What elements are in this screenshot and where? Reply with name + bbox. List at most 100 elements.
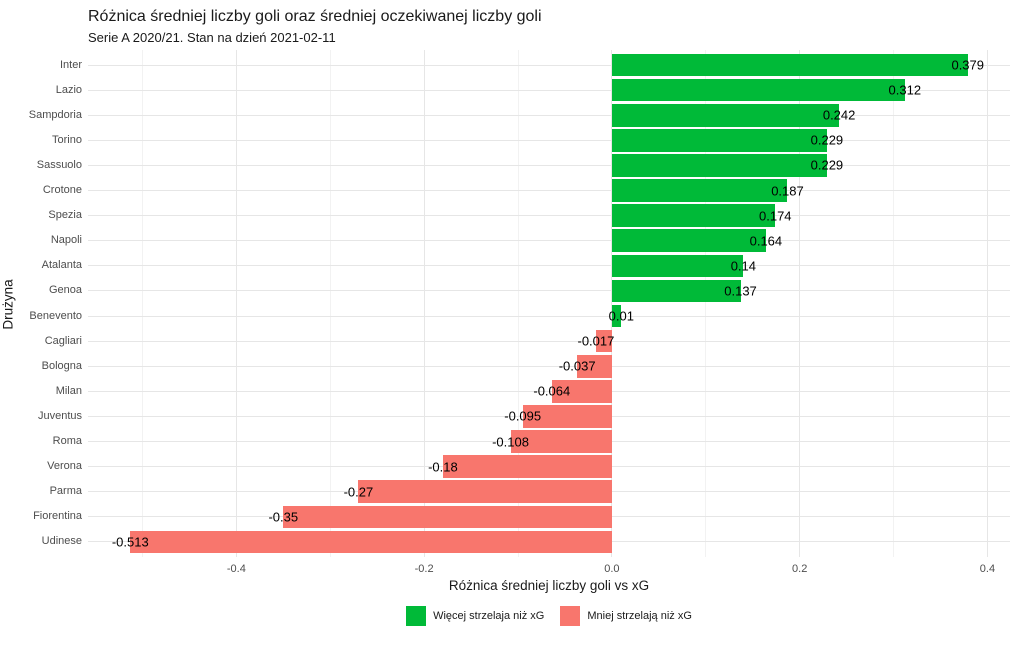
bar-udinese [130,530,612,554]
bar-value-label: 0.229 [810,157,844,173]
bar-value-label: 0.14 [730,258,756,274]
bar-value-label: 0.164 [749,233,783,249]
x-tick-label: -0.4 [226,563,246,575]
x-tick-label: 0.0 [604,563,620,575]
plot-panel: 0.379 0.312 0.242 0.229 0.229 0.187 0.174 0.164… [88,50,1010,557]
y-tick-label: Sassuolo [36,158,82,171]
bar-spezia [611,204,776,227]
y-tick-label: Inter [59,58,82,71]
gridline-vertical-major [423,50,425,557]
bar-value-label: -0.513 [111,534,149,550]
bar-inter [611,53,968,77]
gridline-horizontal-major [88,290,1010,292]
bar-value-label: -0.35 [268,509,299,525]
y-tick-label: Crotone [42,184,82,197]
gridline-horizontal-major [88,64,1010,66]
gridline-horizontal-major [88,139,1010,141]
chart-subtitle: Serie A 2020/21. Stan na dzień 2021-02-1… [88,30,336,45]
y-tick-label: Cagliari [44,334,82,347]
gridline-vertical-major [611,50,613,557]
gridline-vertical-minor [329,50,331,557]
legend: Więcej strzelaja niż xG Mniej strzelają n… [88,603,1010,629]
chart-title: Różnica średniej liczby goli oraz średni… [88,8,542,25]
gridline-vertical-major [799,50,801,557]
bar-sassuolo [611,154,827,177]
legend-swatch [560,606,581,626]
bar-roma [510,430,612,453]
bar-atalanta [611,254,744,278]
gridline-horizontal-major [88,240,1010,242]
gridline-vertical-minor [517,50,519,557]
y-tick-label: Spezia [48,209,82,222]
bar-value-label: -0.017 [577,333,615,349]
y-tick-label: Fiorentina [33,510,82,523]
gridline-vertical-major [235,50,237,557]
gridline-horizontal-major [88,114,1010,116]
gridline-horizontal-major [88,390,1010,392]
y-tick-label: Torino [52,133,82,146]
y-tick-label: Milan [55,384,82,397]
y-tick-label: Roma [52,435,82,448]
bar-verona [442,455,612,478]
y-tick-label: Benevento [29,309,82,322]
bar-value-label: 0.187 [771,183,804,199]
bar-value-label: 0.379 [951,57,985,73]
gridline-horizontal-major [88,265,1010,267]
bar-value-label: 0.312 [888,82,922,98]
y-tick-label: Juventus [37,409,82,422]
gridline-vertical-minor [705,50,707,557]
bar-genoa [611,279,741,303]
gridline-horizontal-major [88,190,1010,192]
gridline-horizontal-major [88,315,1010,317]
y-tick-label: Sampdoria [28,108,82,121]
y-tick-label: Lazio [55,83,82,96]
bar-value-label: 0.01 [608,308,634,324]
bar-value-label: -0.064 [533,383,571,399]
bar-value-label: 0.242 [822,107,856,123]
gridline-horizontal-major [88,365,1010,367]
bar-value-label: -0.095 [504,408,542,424]
bar-value-label: 0.229 [810,132,844,148]
x-tick-label: -0.2 [414,563,434,575]
y-tick-label: Udinese [41,535,82,548]
legend-item: Więcej strzelaja niż xG [406,606,544,626]
y-tick-label: Bologna [41,359,82,372]
gridline-vertical-minor [893,50,895,557]
gridline-horizontal-major [88,340,1010,342]
bar-value-label: 0.137 [724,283,757,299]
bar-juventus [522,405,612,428]
gridline-horizontal-major [88,164,1010,166]
x-tick-label: 0.2 [792,563,808,575]
y-tick-label: Parma [49,485,82,498]
bar-value-label: -0.27 [343,484,374,500]
bar-parma [358,480,612,504]
bar-sampdoria [611,103,840,127]
legend-swatch [406,606,427,626]
bar-milan [551,380,612,403]
x-tick-label: 0.4 [979,563,996,575]
y-axis-title: Drużyna [0,279,16,330]
bar-value-label: -0.18 [428,459,458,475]
bar-value-label: -0.108 [492,434,529,450]
legend-label: Mniej strzelają niż xG [587,610,692,622]
bar-benevento [611,304,622,328]
bar-cagliari [595,329,612,353]
legend-label: Więcej strzelaja niż xG [433,610,545,622]
bar-torino [611,129,827,152]
y-tick-label: Genoa [48,284,82,297]
gridline-vertical-minor [141,50,143,557]
bar-fiorentina [283,505,612,529]
y-tick-label: Atalanta [41,259,82,272]
gridline-horizontal-major [88,215,1010,217]
bar-bologna [577,354,612,378]
y-tick-label: Napoli [50,234,82,247]
gridline-horizontal-major [88,89,1010,91]
bar-value-label: -0.037 [558,358,596,374]
bar-crotone [611,179,788,202]
bar-napoli [611,229,766,253]
gridline-vertical-major [986,50,988,557]
legend-item: Mniej strzelają niż xG [560,606,692,626]
bar-value-label: 0.174 [758,208,792,224]
x-axis-title: Różnica średniej liczby goli vs xG [448,578,650,593]
y-tick-label: Verona [47,460,82,473]
